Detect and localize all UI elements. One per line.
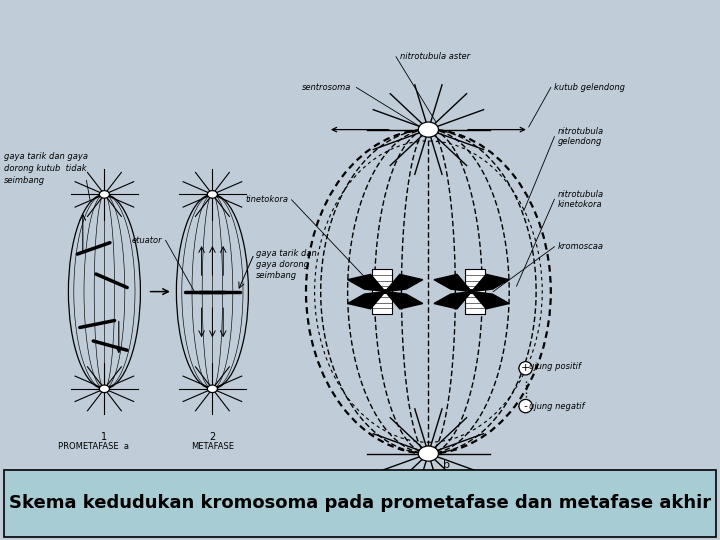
Text: METAFASE: METAFASE: [191, 442, 234, 451]
Polygon shape: [385, 274, 423, 292]
Text: gaya tarik dan: gaya tarik dan: [256, 249, 317, 258]
Text: ujung positif: ujung positif: [529, 362, 581, 370]
Text: dorong kutub  tidak: dorong kutub tidak: [4, 164, 86, 173]
Polygon shape: [434, 292, 472, 309]
Text: PROMETAFASE  a: PROMETAFASE a: [58, 442, 129, 451]
Circle shape: [207, 385, 217, 393]
FancyBboxPatch shape: [4, 470, 716, 537]
Circle shape: [382, 289, 389, 294]
Text: gaya dorong: gaya dorong: [256, 260, 310, 269]
Text: b: b: [443, 460, 450, 470]
Text: gelendong: gelendong: [558, 137, 603, 146]
Circle shape: [99, 191, 109, 198]
Text: seimbang: seimbang: [4, 176, 45, 185]
Polygon shape: [472, 292, 509, 309]
Circle shape: [468, 289, 475, 294]
Text: nitrotubula aster: nitrotubula aster: [400, 52, 469, 61]
Circle shape: [207, 191, 217, 198]
Text: gaya tarik dan gaya: gaya tarik dan gaya: [4, 152, 88, 161]
Text: kutub gelendong: kutub gelendong: [554, 83, 626, 92]
Circle shape: [418, 446, 438, 461]
Text: kromoscaa: kromoscaa: [558, 242, 604, 251]
FancyBboxPatch shape: [372, 269, 392, 314]
Circle shape: [418, 122, 438, 137]
Text: 2: 2: [210, 432, 215, 442]
Text: kinetokora: kinetokora: [558, 200, 603, 208]
Text: tinetokora: tinetokora: [245, 195, 288, 204]
Text: -: -: [523, 401, 528, 411]
Text: seimbang: seimbang: [256, 271, 297, 280]
Polygon shape: [348, 274, 385, 292]
Text: nitrotubula: nitrotubula: [558, 127, 604, 136]
Polygon shape: [434, 274, 472, 292]
Polygon shape: [472, 274, 509, 292]
Polygon shape: [348, 292, 385, 309]
Text: 1: 1: [102, 432, 107, 442]
Text: Skema kedudukan kromosoma pada prometafase dan metafase akhir: Skema kedudukan kromosoma pada prometafa…: [9, 494, 711, 512]
Text: ujung negatif: ujung negatif: [529, 402, 585, 410]
Text: etuator: etuator: [131, 236, 162, 245]
Text: nitrotubula: nitrotubula: [558, 190, 604, 199]
Polygon shape: [385, 292, 423, 309]
Text: sentrosoma: sentrosoma: [302, 83, 352, 92]
Text: +: +: [521, 363, 531, 373]
Circle shape: [99, 385, 109, 393]
FancyBboxPatch shape: [465, 269, 485, 314]
